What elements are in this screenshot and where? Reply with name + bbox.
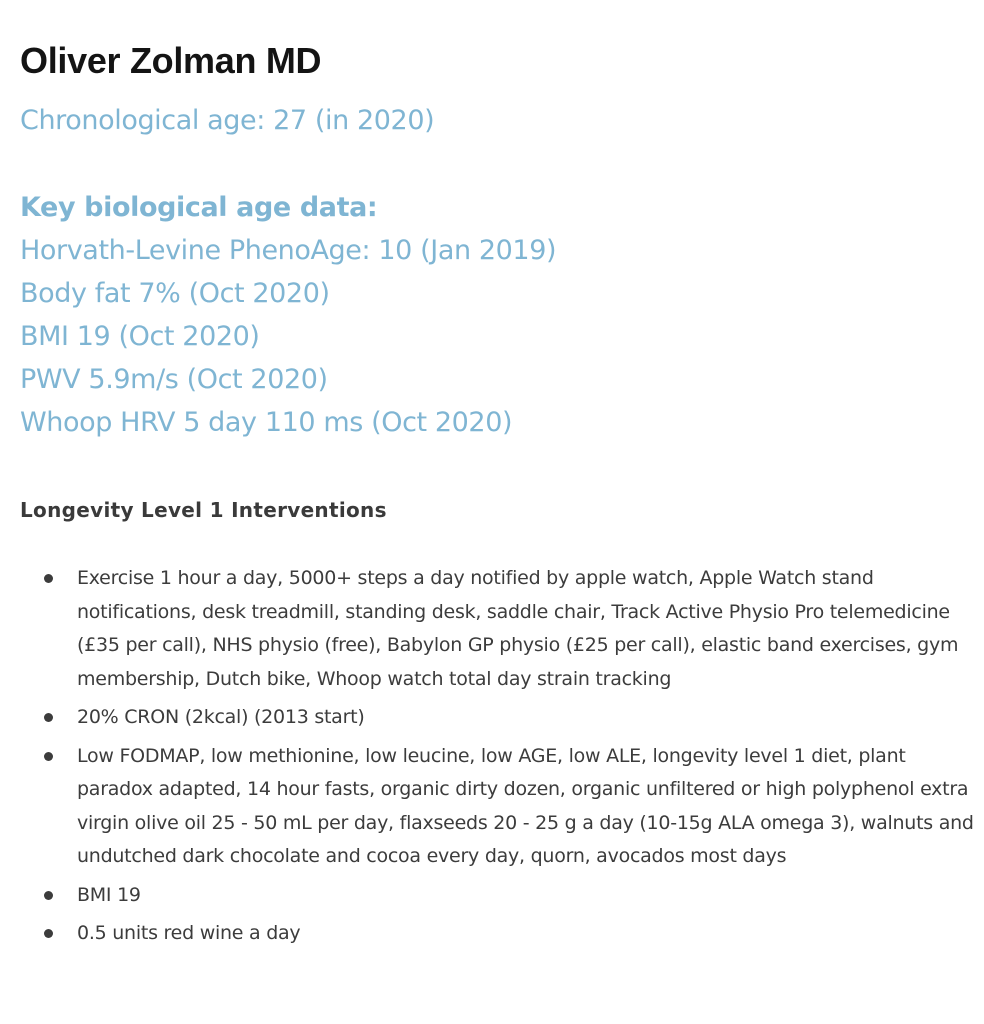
bio-item-pwv: PWV 5.9m/s (Oct 2020)	[20, 364, 328, 395]
list-item-text: 0.5 units red wine a day	[77, 922, 301, 944]
chronological-age: Chronological age: 27 (in 2020)	[20, 105, 435, 136]
bullet-icon	[44, 890, 53, 900]
bullet-icon	[44, 713, 53, 722]
bio-item-hrv: Whoop HRV 5 day 110 ms (Oct 2020)	[20, 407, 513, 438]
interventions-title: Longevity Level 1 Interventions	[20, 498, 387, 522]
bullet-icon	[44, 574, 53, 583]
list-item-text: BMI 19	[77, 883, 141, 906]
bullet-icon	[44, 929, 53, 938]
page-title: Oliver Zolman MD	[20, 40, 322, 81]
list-item-text: Exercise 1 hour a day, 5000+ steps a day…	[77, 567, 959, 690]
list-item: Low FODMAP, low methionine, low leucine,…	[0, 740, 984, 874]
list-item-text: 20% CRON (2kcal) (2013 start)	[77, 706, 365, 728]
list-item: 0.5 units red wine a day	[0, 917, 984, 951]
biological-age-heading: Key biological age data:	[20, 192, 378, 223]
bio-item-phenoage: Horvath-Levine PhenoAge: 10 (Jan 2019)	[20, 235, 557, 266]
list-item: BMI 19	[0, 879, 984, 913]
interventions-list: Exercise 1 hour a day, 5000+ steps a day…	[0, 562, 984, 956]
bio-item-body-fat: Body fat 7% (Oct 2020)	[20, 278, 330, 309]
biological-age-list: Key biological age data: Horvath-Levine …	[20, 188, 557, 446]
list-item-text: Low FODMAP, low methionine, low leucine,…	[77, 744, 974, 868]
list-item: 20% CRON (2kcal) (2013 start)	[0, 701, 984, 735]
list-item: Exercise 1 hour a day, 5000+ steps a day…	[0, 562, 984, 696]
bio-item-bmi: BMI 19 (Oct 2020)	[20, 321, 260, 352]
bullet-icon	[44, 751, 53, 761]
